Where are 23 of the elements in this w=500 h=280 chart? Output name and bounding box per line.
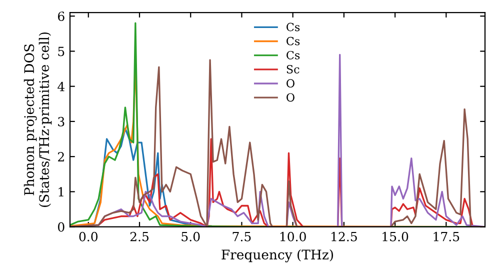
legend-label: Cs xyxy=(286,50,300,60)
legend-label: Cs xyxy=(286,22,300,32)
y-axis-title: Phonon projected DOS (States/THz·primitive cell) xyxy=(24,32,52,207)
legend-label: Sc xyxy=(286,65,300,74)
x-tick-label: 10.0 xyxy=(280,232,306,242)
legend-label: O xyxy=(286,79,294,88)
y-tick-label: 6 xyxy=(58,12,64,22)
x-tick-label: 15.0 xyxy=(382,232,408,242)
x-tick-label: 2.5 xyxy=(130,232,148,242)
x-tick-label: 7.5 xyxy=(232,232,251,242)
x-tick-label: 12.5 xyxy=(332,232,357,242)
y-tick-label: 3 xyxy=(58,116,64,126)
x-tick-label: 17.5 xyxy=(434,232,460,242)
y-tick-label: 1 xyxy=(58,187,64,196)
x-axis-title: Frequency (THz) xyxy=(222,249,334,262)
legend-label: Cs xyxy=(286,36,300,46)
y-tick-label: 0 xyxy=(58,222,64,232)
legend-label: O xyxy=(286,93,294,102)
y-tick-label: 4 xyxy=(58,82,65,92)
y-tick-label: 2 xyxy=(58,152,64,162)
x-tick-label: 0.0 xyxy=(79,232,98,242)
y-tick-label: 5 xyxy=(58,46,64,56)
x-tick-label: 5.0 xyxy=(182,232,200,242)
